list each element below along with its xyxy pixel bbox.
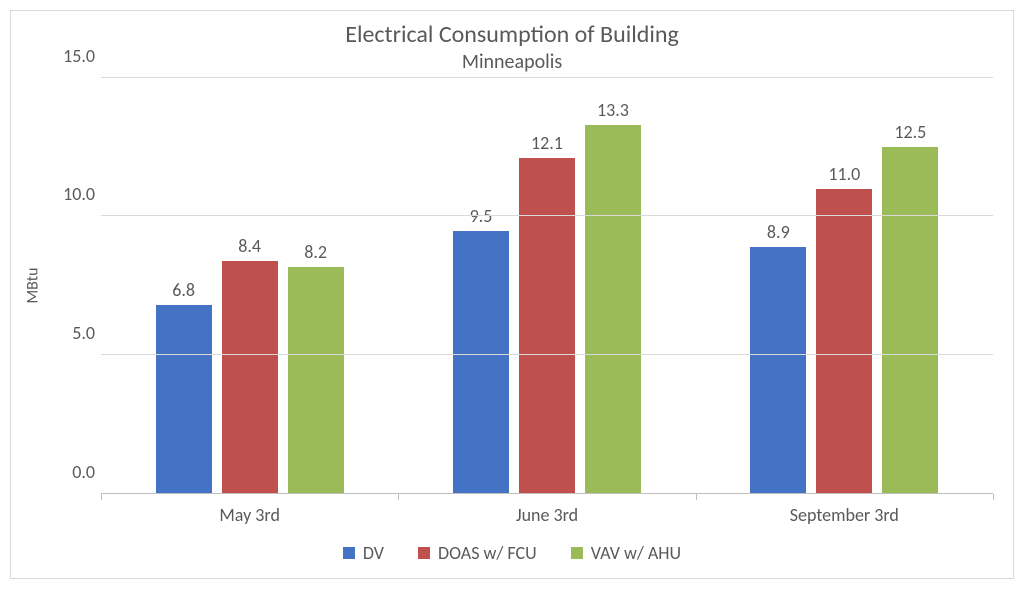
bar-value-label: 13.3 <box>597 99 629 121</box>
plot-row: MBtu 0.05.010.015.0 6.88.48.29.512.113.3… <box>11 74 1013 494</box>
bar-wrap: 9.5 <box>453 205 509 494</box>
bar <box>453 231 509 494</box>
bar-group: 6.8 8.4 8.2 <box>101 78 398 494</box>
bar-wrap: 11.0 <box>816 163 872 494</box>
legend-swatch <box>343 547 355 559</box>
bar-wrap: 8.4 <box>222 235 278 494</box>
y-tick-label: 0.0 <box>47 461 95 483</box>
bar-value-label: 8.9 <box>767 221 790 243</box>
legend: DV DOAS w/ FCU VAV w/ AHU <box>11 526 1013 578</box>
y-axis-ticks: 0.05.010.015.0 <box>47 78 101 494</box>
chart-titles: Electrical Consumption of Building Minne… <box>11 11 1013 74</box>
x-axis-label: June 3rd <box>398 504 695 526</box>
x-tick-mark <box>101 494 102 500</box>
x-axis-label: May 3rd <box>101 504 398 526</box>
x-axis-line <box>101 493 993 494</box>
y-tick-label: 15.0 <box>47 45 95 67</box>
bar-groups: 6.8 8.4 8.2 9.5 12.1 13.3 8.9 11.0 12.5 <box>101 78 993 494</box>
bar-wrap: 13.3 <box>585 99 641 494</box>
plot-area: 6.8 8.4 8.2 9.5 12.1 13.3 8.9 11.0 12.5 <box>101 78 993 494</box>
bar-value-label: 8.4 <box>238 235 261 257</box>
bar-value-label: 12.1 <box>531 132 563 154</box>
legend-swatch <box>571 547 583 559</box>
x-tick-mark <box>993 494 994 500</box>
bar-value-label: 12.5 <box>894 121 926 143</box>
bar-group: 9.5 12.1 13.3 <box>398 78 695 494</box>
legend-item: VAV w/ AHU <box>571 542 681 564</box>
x-tick-mark <box>696 494 697 500</box>
x-axis-label: September 3rd <box>696 504 993 526</box>
legend-item: DOAS w/ FCU <box>418 542 537 564</box>
x-tick-mark <box>398 494 399 500</box>
chart-title: Electrical Consumption of Building <box>11 21 1013 49</box>
legend-label: DOAS w/ FCU <box>438 542 537 564</box>
bar-wrap: 12.1 <box>519 132 575 494</box>
bar <box>882 147 938 494</box>
y-axis-label: MBtu <box>24 268 43 304</box>
gridline <box>101 215 993 216</box>
chart-frame: Electrical Consumption of Building Minne… <box>10 10 1014 579</box>
bar <box>156 305 212 494</box>
bar-value-label: 11.0 <box>828 163 860 185</box>
bar-wrap: 12.5 <box>882 121 938 494</box>
bar <box>222 261 278 494</box>
bar-wrap: 8.9 <box>750 221 806 494</box>
chart-subtitle: Minneapolis <box>11 51 1013 74</box>
x-axis-labels: May 3rdJune 3rdSeptember 3rd <box>11 494 1013 526</box>
legend-swatch <box>418 547 430 559</box>
gridline <box>101 77 993 78</box>
legend-item: DV <box>343 542 384 564</box>
bar-wrap: 6.8 <box>156 279 212 494</box>
y-tick-label: 5.0 <box>47 322 95 344</box>
bar <box>750 247 806 494</box>
y-tick-label: 10.0 <box>47 183 95 205</box>
bar <box>519 158 575 494</box>
legend-label: DV <box>363 542 384 564</box>
bar-value-label: 6.8 <box>172 279 195 301</box>
bar <box>585 125 641 494</box>
y-axis-label-col: MBtu <box>19 78 47 494</box>
gridline <box>101 354 993 355</box>
bar-value-label: 8.2 <box>304 241 327 263</box>
bar-group: 8.9 11.0 12.5 <box>696 78 993 494</box>
legend-label: VAV w/ AHU <box>591 542 681 564</box>
bar <box>816 189 872 494</box>
bar-wrap: 8.2 <box>288 241 344 494</box>
bar <box>288 267 344 494</box>
